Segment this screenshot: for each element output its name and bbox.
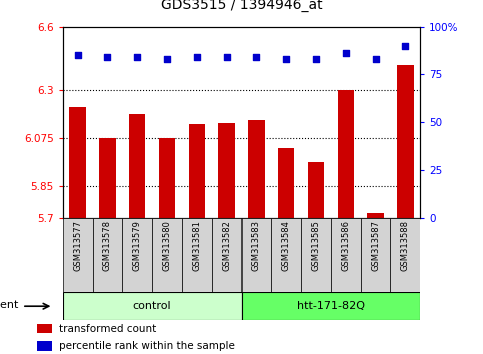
Bar	[189, 124, 205, 218]
Text: GDS3515 / 1394946_at: GDS3515 / 1394946_at	[161, 0, 322, 12]
Text: GSM313580: GSM313580	[163, 220, 171, 271]
Point	[342, 51, 350, 56]
Bar	[152, 218, 182, 292]
Point	[104, 54, 112, 60]
Bar	[63, 292, 242, 320]
Text: htt-171-82Q: htt-171-82Q	[297, 301, 365, 311]
Bar	[182, 218, 212, 292]
Bar	[301, 218, 331, 292]
Bar	[242, 218, 271, 292]
Bar	[218, 123, 235, 218]
Text: GSM313586: GSM313586	[341, 220, 350, 271]
Text: GSM313577: GSM313577	[73, 220, 82, 271]
Text: GSM313588: GSM313588	[401, 220, 410, 271]
Text: GSM313582: GSM313582	[222, 220, 231, 271]
Bar	[397, 65, 413, 218]
Text: percentile rank within the sample: percentile rank within the sample	[59, 341, 235, 351]
Bar	[63, 218, 93, 292]
Bar	[368, 213, 384, 218]
Point	[253, 54, 260, 60]
Text: GSM313579: GSM313579	[133, 220, 142, 271]
Bar	[331, 218, 361, 292]
Text: transformed count: transformed count	[59, 324, 156, 333]
Text: GSM313585: GSM313585	[312, 220, 320, 271]
Bar	[242, 292, 420, 320]
Text: GSM313578: GSM313578	[103, 220, 112, 271]
Point	[401, 43, 409, 48]
Bar	[278, 148, 294, 218]
Point	[282, 56, 290, 62]
Text: GSM313583: GSM313583	[252, 220, 261, 271]
Bar	[338, 90, 354, 218]
Bar	[37, 341, 53, 351]
Point	[193, 54, 201, 60]
Text: GSM313584: GSM313584	[282, 220, 291, 271]
Bar	[70, 107, 86, 218]
Bar	[99, 138, 115, 218]
Text: agent: agent	[0, 300, 19, 310]
Bar	[271, 218, 301, 292]
Bar	[212, 218, 242, 292]
Bar	[37, 324, 53, 333]
Bar	[93, 218, 122, 292]
Point	[223, 54, 230, 60]
Bar	[361, 218, 390, 292]
Bar	[159, 138, 175, 218]
Bar	[248, 120, 265, 218]
Text: GSM313587: GSM313587	[371, 220, 380, 271]
Bar	[390, 218, 420, 292]
Point	[312, 56, 320, 62]
Point	[133, 54, 141, 60]
Point	[74, 52, 82, 58]
Point	[372, 56, 380, 62]
Bar	[129, 114, 145, 218]
Text: GSM313581: GSM313581	[192, 220, 201, 271]
Bar	[308, 162, 324, 218]
Bar	[122, 218, 152, 292]
Text: control: control	[133, 301, 171, 311]
Point	[163, 56, 171, 62]
